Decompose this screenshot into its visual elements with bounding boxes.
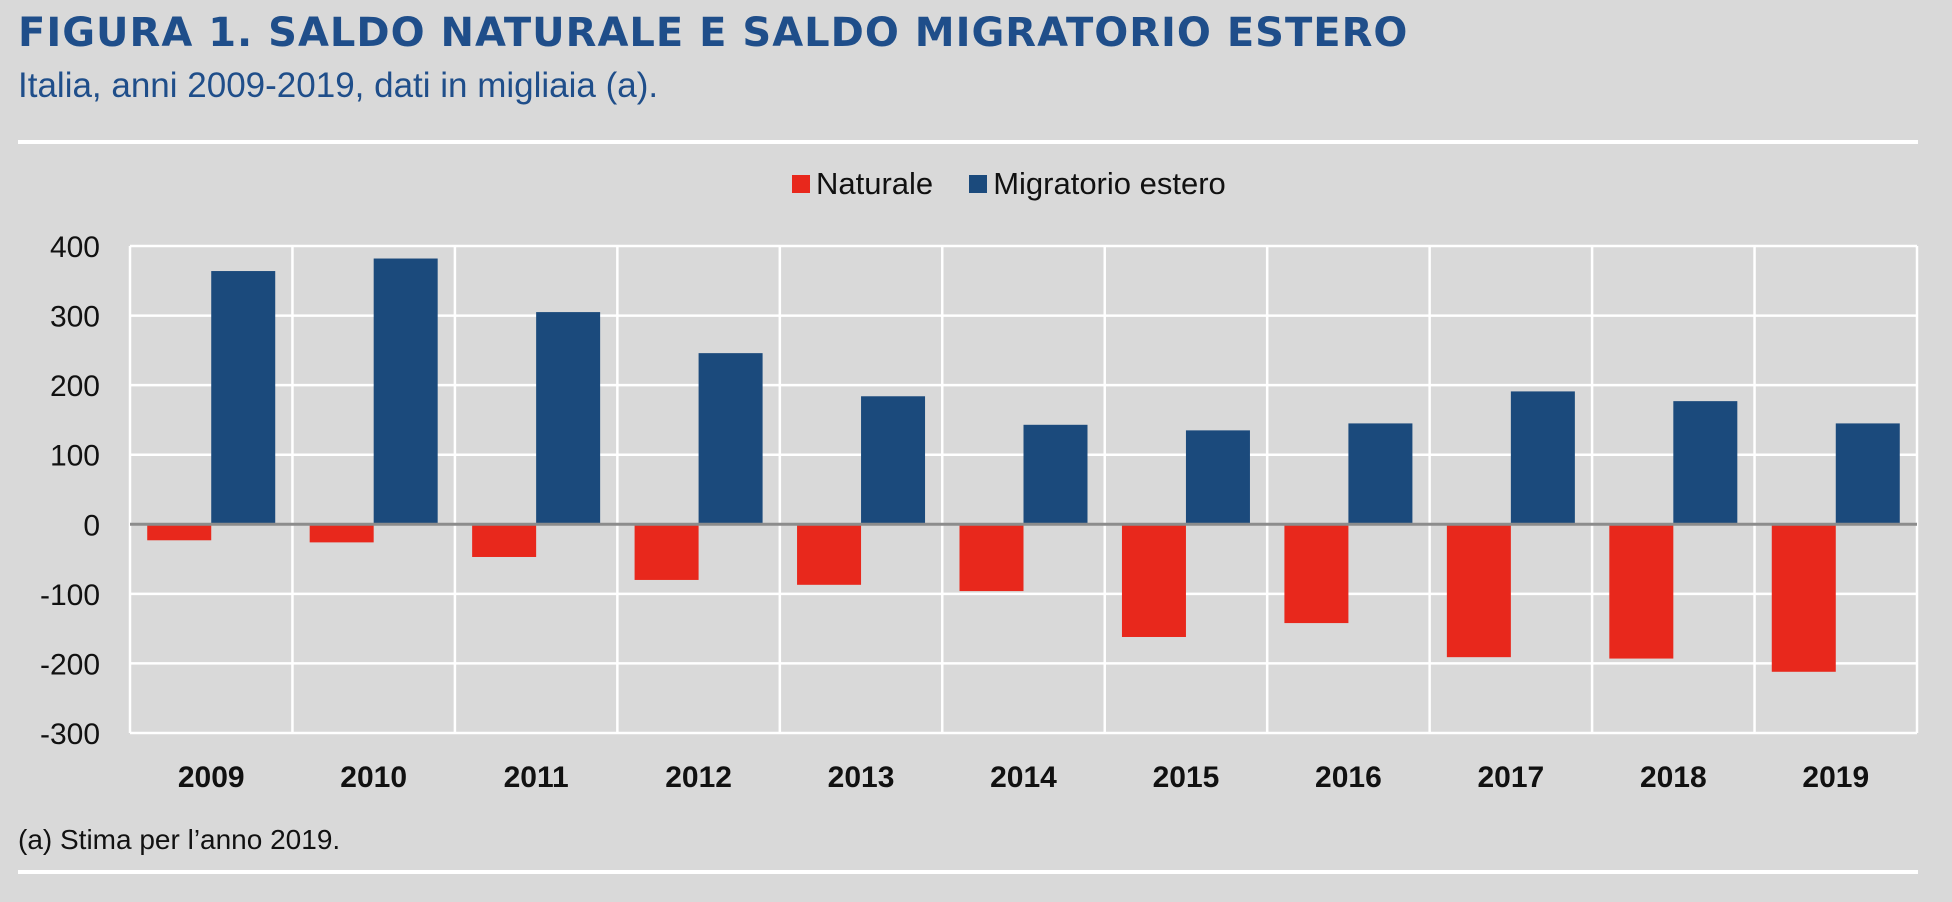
bar-naturale	[1121, 524, 1186, 637]
bar-naturale	[472, 524, 537, 557]
x-tick-label: 2019	[1802, 761, 1869, 794]
x-tick-label: 2017	[1477, 761, 1544, 794]
y-tick-label: 0	[83, 509, 100, 542]
x-tick-label: 2011	[504, 761, 569, 794]
y-tick-label: 300	[50, 301, 100, 334]
bar-chart: 400 300 200 100 0 -100 -200 -300 2009 2010 2011 201…	[40, 231, 1919, 794]
bar-migratorio	[373, 258, 438, 525]
bar-naturale	[1609, 524, 1674, 659]
bar-migratorio	[698, 353, 763, 525]
bar-migratorio	[1185, 430, 1250, 525]
y-tick-label: -200	[40, 648, 100, 681]
legend-swatch-migratorio	[969, 175, 988, 193]
bottom-divider	[18, 870, 1918, 874]
bar-migratorio	[1673, 401, 1738, 525]
x-tick-label: 2016	[1315, 761, 1382, 794]
y-tick-label: 100	[50, 440, 100, 473]
legend-label-migratorio: Migratorio estero	[993, 166, 1226, 201]
x-tick-label: 2018	[1640, 761, 1707, 794]
bar-naturale	[1446, 524, 1511, 658]
bar-migratorio	[536, 312, 601, 525]
bar-naturale	[1284, 524, 1349, 624]
legend-label-naturale: Naturale	[816, 166, 934, 201]
bar-naturale	[147, 524, 212, 541]
x-tick-label: 2010	[340, 761, 407, 794]
bar-migratorio	[211, 271, 276, 525]
bar-migratorio	[861, 396, 926, 525]
bar-naturale	[959, 524, 1024, 592]
bar-naturale	[634, 524, 699, 580]
legend: Naturale Migratorio estero	[792, 166, 1226, 202]
x-tick-label: 2009	[178, 761, 245, 794]
y-tick-label: -300	[40, 718, 100, 751]
bar-migratorio	[1348, 423, 1413, 525]
bar-naturale	[797, 524, 862, 585]
y-tick-label: -100	[40, 579, 100, 612]
legend-item-migratorio: Migratorio estero	[969, 166, 1226, 202]
bar-naturale	[309, 524, 374, 543]
x-tick-label: 2013	[828, 761, 895, 794]
chart-title: FIGURA 1. SALDO NATURALE E SALDO MIGRATO…	[18, 10, 1409, 56]
bar-migratorio	[1023, 424, 1088, 525]
bar-naturale	[1771, 524, 1836, 672]
legend-item-naturale: Naturale	[792, 166, 933, 202]
bar-migratorio	[1510, 391, 1575, 525]
y-tick-label: 200	[50, 370, 100, 403]
bar-migratorio	[1835, 423, 1900, 525]
legend-swatch-naturale	[792, 175, 810, 193]
top-divider	[18, 140, 1918, 144]
x-tick-label: 2015	[1153, 761, 1220, 794]
x-tick-label: 2012	[665, 761, 732, 794]
footnote: (a) Stima per l’anno 2019.	[18, 824, 341, 855]
chart-subtitle: Italia, anni 2009-2019, dati in migliaia…	[18, 66, 659, 105]
x-tick-label: 2014	[990, 761, 1057, 794]
y-tick-label: 400	[50, 231, 100, 264]
